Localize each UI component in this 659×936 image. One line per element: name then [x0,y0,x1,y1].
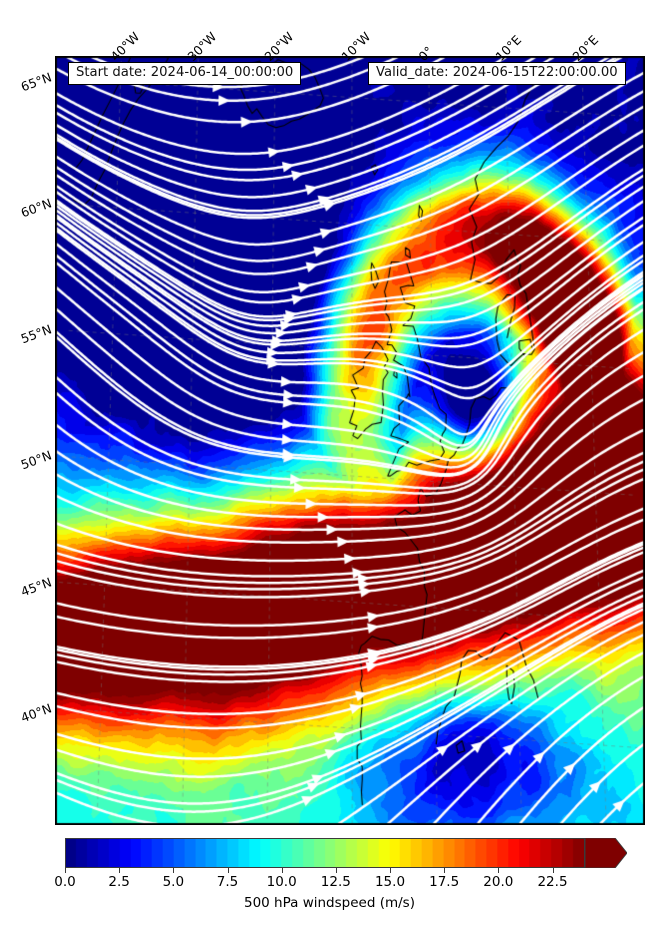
colorbar-tick-label: 12.5 [320,874,351,890]
colorbar-tick [498,868,500,873]
latitude-tick-label: 50°N [18,447,54,473]
colorbar-tick-label: 7.5 [216,874,239,890]
colorbar-axis-label: 500 hPa windspeed (m/s) [244,895,415,911]
colorbar-tick [281,868,283,873]
colorbar-tick [552,868,554,873]
latitude-tick-label: 65°N [18,69,54,95]
colorbar-tick [390,868,391,873]
colorbar[interactable]: 0.0 2.5 5.0 7.5 10.0 12.5 15.0 17.5 20.0 22.5 [54,838,645,890]
latitude-tick-label: 55°N [18,321,54,347]
colorbar-tick-label: 17.5 [429,874,460,890]
latitude-tick-label: 40°N [18,700,54,726]
latitude-tick-label: 45°N [18,574,54,599]
colorbar-tick-label: 0.0 [54,874,76,890]
colorbar-tick [227,868,229,873]
colorbar-tick [173,868,175,873]
latitude-tick-label: 60°N [18,195,54,221]
colorbar-tick-label: 2.5 [108,874,130,890]
colorbar-extend-arrow-icon [585,838,627,868]
colorbar-tick-label: 15.0 [374,874,406,890]
windspeed-field-canvas [56,57,644,824]
colorbar-tick [119,868,121,873]
start-date-annotation: Start date: 2024-06-14_00:00:00 [68,62,302,86]
valid-date-annotation: Valid_date: 2024-06-15T22:00:00.00 [368,62,626,86]
colorbar-gradient [66,839,584,867]
colorbar-tick-label: 5.0 [162,874,185,890]
colorbar-tick [65,868,66,873]
colorbar-tick-label: 20.0 [483,874,514,890]
colorbar-body [65,838,585,868]
colorbar-tick-label: 22.5 [537,874,568,890]
colorbar-tick [335,868,337,873]
colorbar-tick [444,868,446,873]
map-plot-area[interactable] [55,56,645,825]
colorbar-tick-label: 10.0 [266,874,297,890]
